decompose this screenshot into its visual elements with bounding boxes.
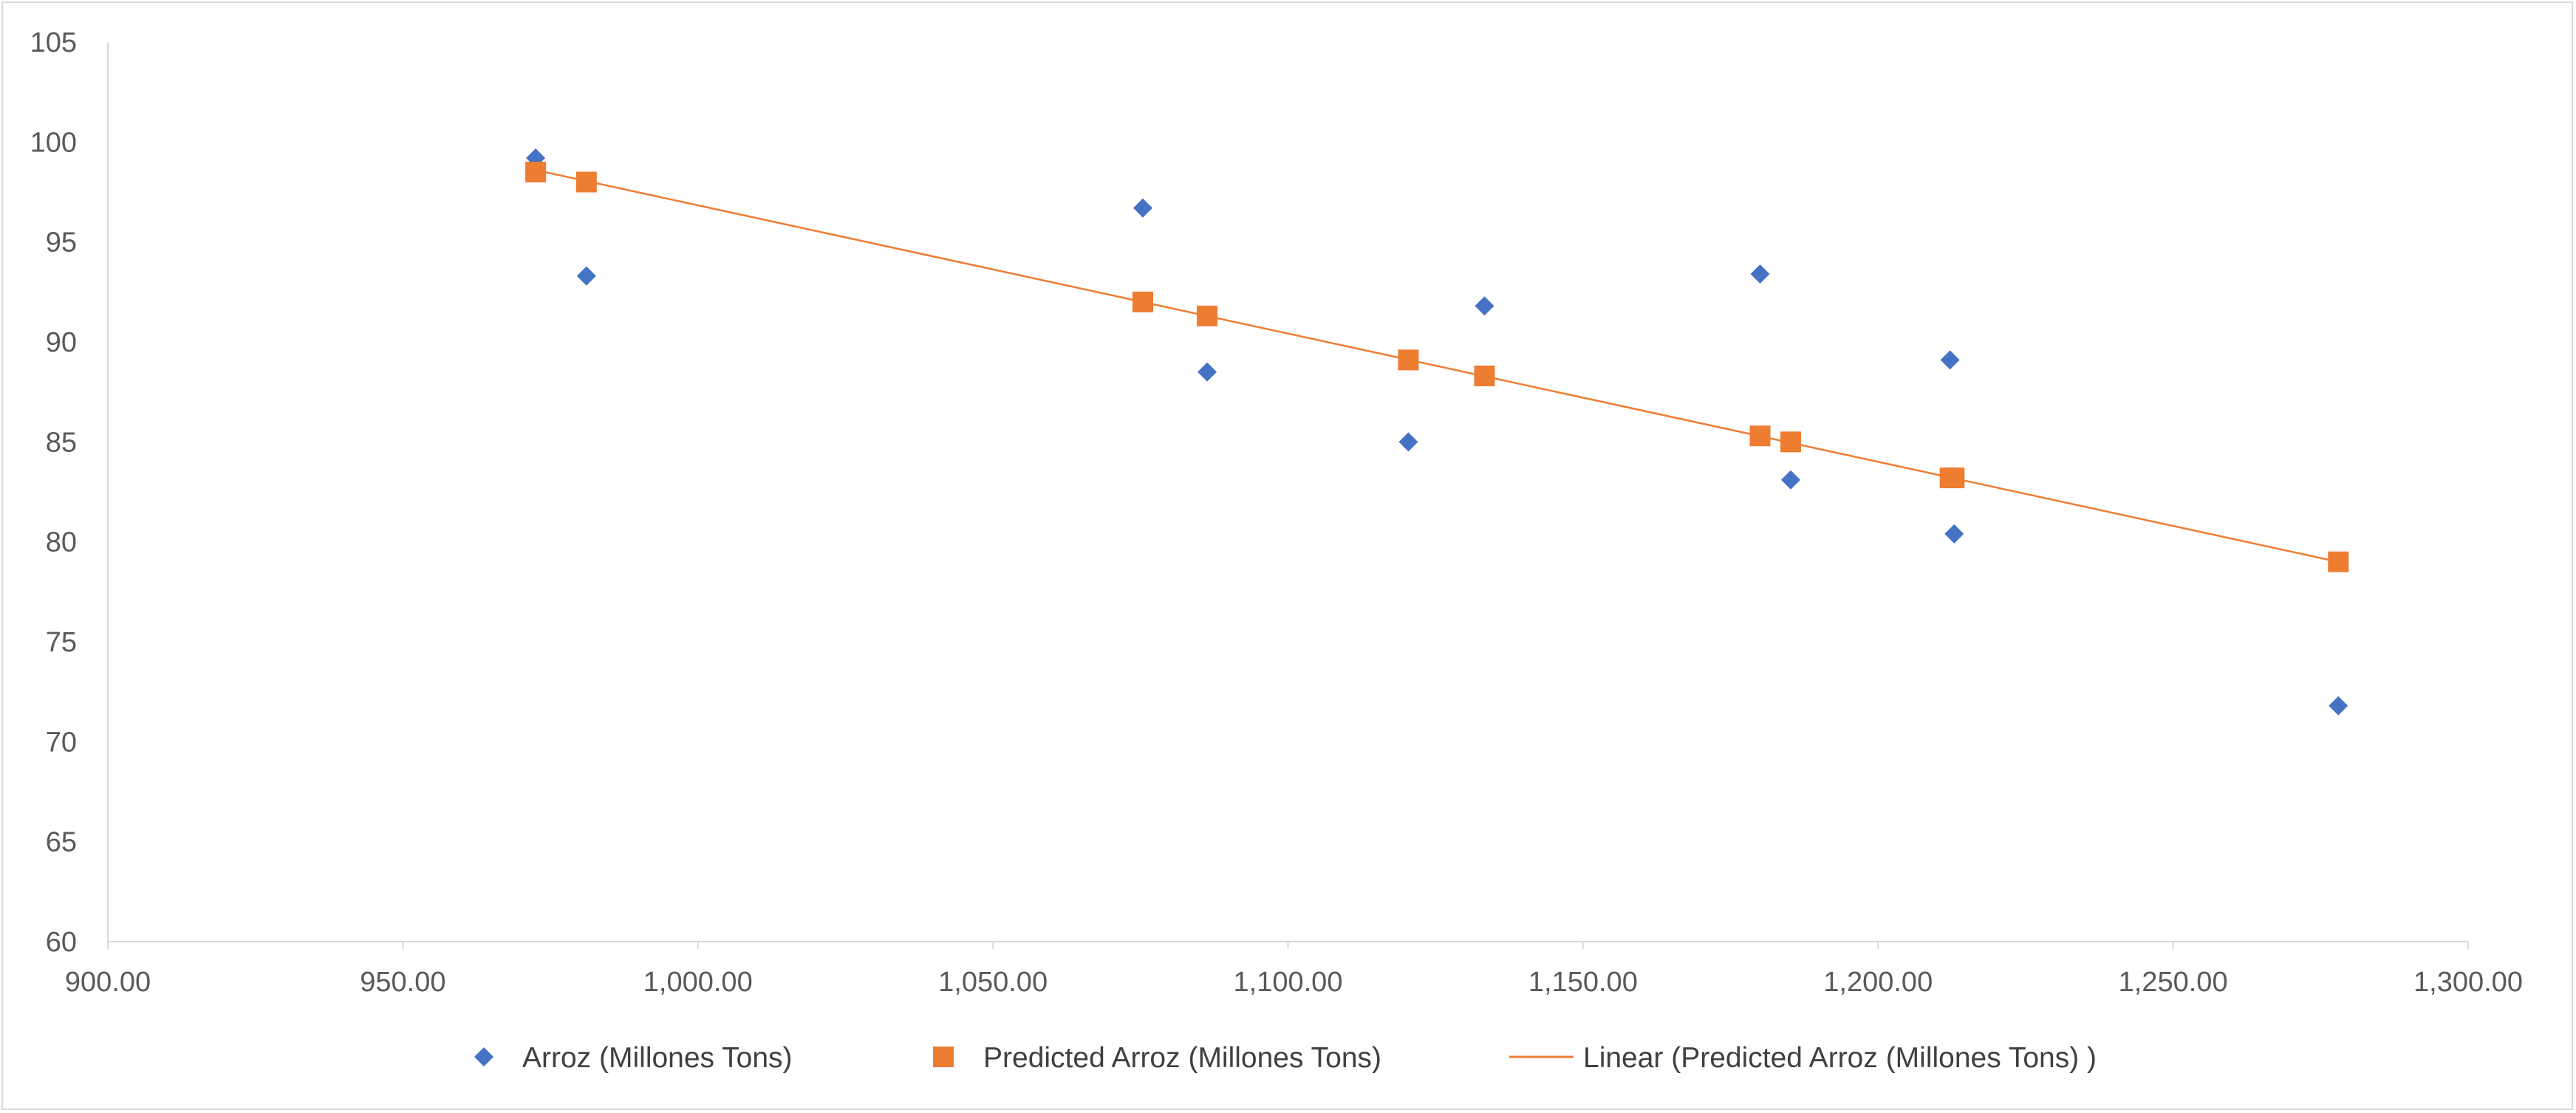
axes: [107, 42, 2468, 942]
data-point-square: [1944, 468, 1965, 489]
points-layer: [525, 148, 2349, 716]
data-point-diamond: [1398, 432, 1418, 452]
y-tick-label: 75: [46, 627, 77, 658]
legend-label: Linear (Predicted Arroz (Millones Tons) …: [1583, 1042, 2097, 1074]
y-tick-label: 65: [46, 827, 77, 858]
data-point-square: [1398, 349, 1419, 371]
data-point-diamond: [1940, 350, 1960, 370]
legend-label: Arroz (Millones Tons): [522, 1042, 793, 1074]
x-tick-label: 1,200.00: [1823, 967, 1933, 998]
y-tick-label: 90: [46, 327, 77, 358]
trendline: [535, 169, 2339, 563]
series-diamond: [526, 148, 2348, 716]
series-square: [525, 161, 2349, 572]
data-point-diamond: [1475, 296, 1494, 316]
x-tick-label: 1,000.00: [643, 967, 753, 998]
y-tick-label: 60: [46, 927, 77, 958]
data-point-diamond: [2329, 696, 2348, 716]
y-tick-label: 80: [46, 527, 77, 558]
y-tick-label: 105: [30, 27, 77, 58]
data-point-square: [1132, 291, 1154, 312]
data-point-square: [1780, 431, 1802, 453]
x-tick-label: 1,100.00: [1234, 967, 1343, 998]
data-point-diamond: [1781, 470, 1801, 490]
data-point-diamond: [1133, 198, 1153, 218]
legend: Arroz (Millones Tons) Predicted Arroz (Mi…: [474, 1042, 2097, 1074]
data-point-square: [1474, 366, 1495, 387]
data-point-diamond: [1944, 524, 1964, 544]
data-point-square: [1197, 305, 1218, 326]
x-tick-label: 1,250.00: [2119, 967, 2228, 998]
x-tick-label: 950.00: [360, 967, 445, 998]
y-tick-label: 85: [46, 427, 77, 458]
legend-marker-diamond: [474, 1047, 493, 1066]
data-point-diamond: [1198, 362, 1217, 382]
y-tick-label: 95: [46, 227, 77, 258]
legend-marker-square: [933, 1047, 954, 1067]
y-tick-label: 100: [30, 127, 77, 158]
x-tick-label: 900.00: [65, 967, 151, 998]
data-point-square: [525, 161, 547, 182]
data-point-square: [575, 171, 597, 193]
x-tick-label: 1,050.00: [938, 967, 1048, 998]
x-tick-label: 1,150.00: [1528, 967, 1638, 998]
data-point-diamond: [1750, 264, 1770, 284]
x-tick-label: 1,300.00: [2413, 967, 2523, 998]
y-axis-ticks: 60 65 70 75 80 85 90 95 100 105: [30, 27, 77, 958]
data-point-diamond: [576, 266, 596, 286]
data-point-square: [2328, 551, 2349, 572]
data-point-square: [1749, 425, 1771, 447]
trendline-layer: [535, 169, 2339, 563]
y-tick-label: 70: [46, 727, 77, 758]
x-axis-ticks: 900.00 950.00 1,000.00 1,050.00 1,100.00 1,15…: [65, 942, 2523, 998]
legend-label: Predicted Arroz (Millones Tons): [983, 1042, 1381, 1074]
